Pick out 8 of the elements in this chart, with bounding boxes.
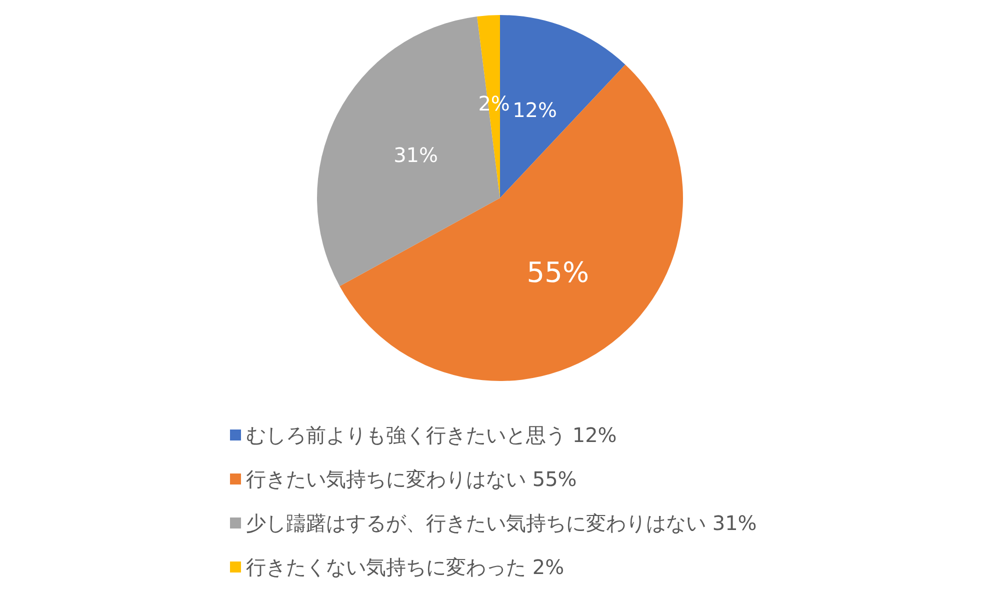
- data-label: 2%: [478, 92, 510, 116]
- data-label: 12%: [512, 98, 558, 122]
- data-label: 55%: [526, 256, 590, 290]
- legend-label: 少し躊躇はするが、行きたい気持ちに変わりはない 31%: [246, 511, 757, 535]
- legend-label: 行きたい気持ちに変わりはない 55%: [246, 467, 577, 491]
- legend-label: むしろ前よりも強く行きたいと思う 12%: [246, 423, 617, 447]
- legend-label: 行きたくない気持ちに変わった 2%: [246, 555, 564, 579]
- data-label: 31%: [394, 143, 438, 168]
